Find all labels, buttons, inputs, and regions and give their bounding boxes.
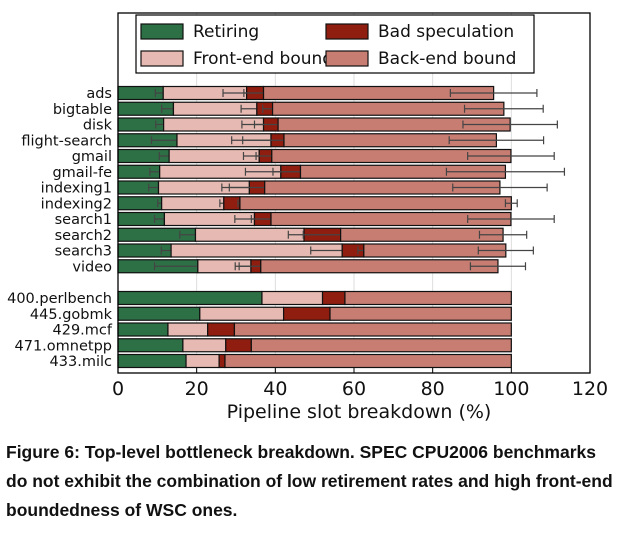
bar-segment-bad-speculation — [321, 290, 346, 306]
bar-segment-front-end-bound — [261, 290, 324, 306]
bar-segment-retiring — [117, 290, 263, 306]
bar-segment-bad-speculation — [282, 306, 331, 321]
category-label: search1 — [55, 212, 112, 228]
category-label: search2 — [55, 228, 112, 244]
bar-segment-bad-speculation — [225, 338, 252, 353]
bottleneck-chart: 0 20 40 60 80 100 120 adsbigtablediskflight-sea… — [7, 12, 608, 423]
legend-label: Back-end bound — [378, 49, 516, 69]
bar-segment-bad-speculation — [218, 353, 226, 369]
bar-segment-front-end-bound — [167, 322, 209, 337]
x-tick-label: 80 — [421, 378, 445, 400]
category-label: 433.milc — [50, 354, 112, 370]
bar-segment-back-end-bound — [250, 338, 512, 353]
legend-label: Front-end bound — [193, 49, 333, 69]
category-label: 445.gobmk — [30, 307, 113, 323]
category-label: disk — [83, 118, 113, 134]
x-tick-label: 100 — [493, 378, 529, 400]
plot-frame — [117, 12, 591, 374]
x-axis-label: Pipeline slot breakdown (%) — [227, 401, 492, 423]
category-label: ads — [86, 86, 112, 102]
bar-segment-retiring — [117, 338, 184, 353]
bar-segment-retiring — [117, 322, 169, 337]
category-label: indexing2 — [41, 196, 112, 212]
x-tick-label: 40 — [263, 378, 287, 400]
bar-segment-front-end-bound — [182, 338, 227, 353]
legend-swatch — [140, 50, 184, 67]
category-label: gmail — [72, 149, 112, 165]
x-tick-label: 60 — [342, 378, 366, 400]
bar-segment-back-end-bound — [260, 259, 499, 274]
bar-segment-front-end-bound — [161, 196, 225, 211]
category-label: 429.mcf — [53, 323, 113, 339]
category-label: 471.omnetpp — [15, 338, 113, 354]
bar-segment-back-end-bound — [239, 196, 512, 211]
bar-segment-front-end-bound — [185, 353, 220, 369]
x-tick-label: 0 — [112, 378, 124, 400]
category-label: 400.perlbench — [7, 291, 112, 307]
legend-swatch — [325, 50, 369, 67]
legend-label: Retiring — [193, 22, 259, 42]
bar-segment-back-end-bound — [344, 290, 512, 306]
legend-label: Bad speculation — [378, 22, 514, 42]
category-label: search3 — [55, 244, 112, 260]
figure-caption: Figure 6: Top-level bottleneck breakdown… — [6, 442, 613, 520]
bar-segment-back-end-bound — [224, 353, 512, 369]
category-label: bigtable — [53, 102, 112, 118]
legend-swatch — [140, 23, 184, 40]
legend-swatch — [325, 23, 369, 40]
x-tick-label: 120 — [572, 378, 608, 400]
category-label: gmail-fe — [52, 165, 112, 181]
category-label: indexing1 — [41, 181, 112, 197]
bar-segment-retiring — [117, 306, 201, 321]
bar-segment-retiring — [117, 196, 163, 211]
category-label: video — [72, 259, 112, 275]
category-label: flight-search — [21, 133, 112, 149]
x-tick-label: 20 — [185, 378, 209, 400]
bar-segment-front-end-bound — [199, 306, 285, 321]
bar-segment-back-end-bound — [329, 306, 512, 321]
bar-segment-back-end-bound — [233, 322, 512, 337]
bar-segment-back-end-bound — [340, 227, 504, 242]
bar-segment-bad-speculation — [207, 322, 236, 337]
bar-segment-retiring — [117, 353, 187, 369]
